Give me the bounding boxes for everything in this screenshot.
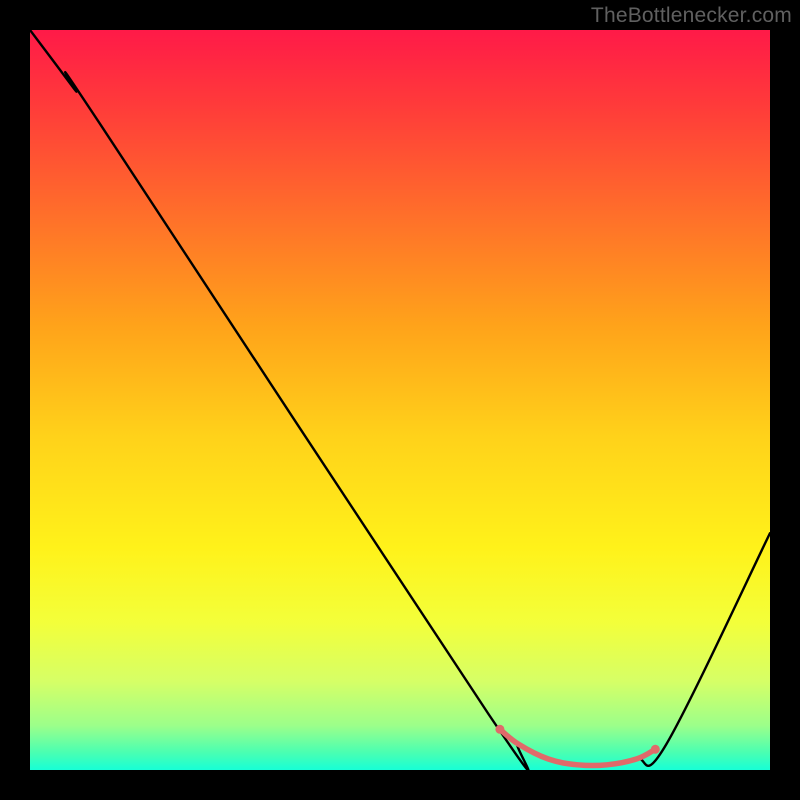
highlight-marker-start (495, 725, 504, 734)
chart-stage: TheBottlenecker.com (0, 0, 800, 800)
attribution-text: TheBottlenecker.com (591, 4, 792, 28)
gradient-background (30, 30, 770, 770)
highlight-marker-end (651, 745, 660, 754)
plot-area (30, 30, 770, 770)
